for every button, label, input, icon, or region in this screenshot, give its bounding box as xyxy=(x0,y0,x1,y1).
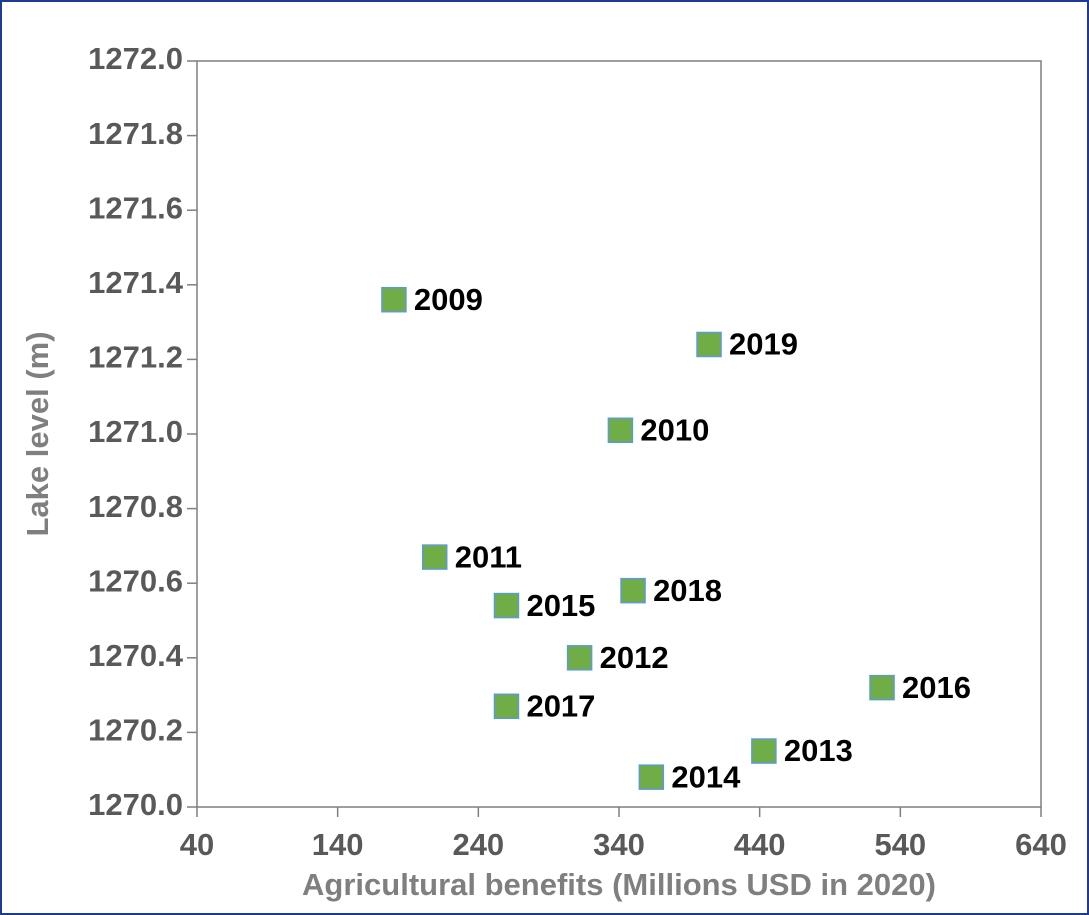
point xyxy=(869,674,895,701)
y-tick-label: 1271.0 xyxy=(88,414,183,449)
point-label: 2018 xyxy=(653,573,722,608)
x-tick-label: 240 xyxy=(452,827,504,862)
point-label: 2017 xyxy=(526,688,595,723)
point-label: 2019 xyxy=(729,327,798,362)
y-axis-title: Lake level (m) xyxy=(20,331,55,536)
y-tick-label: 1270.2 xyxy=(88,713,183,748)
point-label: 2011 xyxy=(455,539,522,574)
point xyxy=(421,544,448,570)
y-tick-label: 1272.0 xyxy=(88,41,183,76)
point-label: 2015 xyxy=(526,588,595,623)
point-label: 2016 xyxy=(902,670,971,705)
y-tick-label: 1271.4 xyxy=(88,265,184,300)
y-tick-label: 1271.2 xyxy=(88,340,183,375)
point xyxy=(607,417,634,444)
x-axis-title: Agricultural benefits (Millions USD in 2… xyxy=(302,867,936,902)
y-tick-label: 1270.8 xyxy=(88,489,183,524)
y-tick-label: 1271.6 xyxy=(88,190,183,225)
x-tick-label: 540 xyxy=(874,827,926,862)
point xyxy=(381,286,407,313)
point-label: 2013 xyxy=(784,733,853,768)
point-label: 2014 xyxy=(671,759,741,794)
point-label: 2012 xyxy=(600,640,669,675)
x-tick-label: 440 xyxy=(734,827,786,862)
point xyxy=(638,764,665,790)
point-label: 2009 xyxy=(414,282,483,317)
y-tick-label: 1270.4 xyxy=(88,638,184,673)
point xyxy=(696,331,722,358)
point xyxy=(493,592,520,619)
x-tick-label: 140 xyxy=(312,827,364,862)
x-tick-label: 340 xyxy=(593,827,645,862)
point xyxy=(493,693,520,720)
y-tick-label: 1270.0 xyxy=(88,787,183,822)
x-tick-label: 40 xyxy=(180,827,214,862)
y-tick-label: 1271.8 xyxy=(88,116,183,151)
point xyxy=(751,738,777,764)
point xyxy=(566,645,593,671)
y-tick-label: 1270.6 xyxy=(88,563,183,598)
x-tick-label: 640 xyxy=(1015,827,1067,862)
point xyxy=(620,577,646,604)
point-label: 2010 xyxy=(640,412,709,447)
